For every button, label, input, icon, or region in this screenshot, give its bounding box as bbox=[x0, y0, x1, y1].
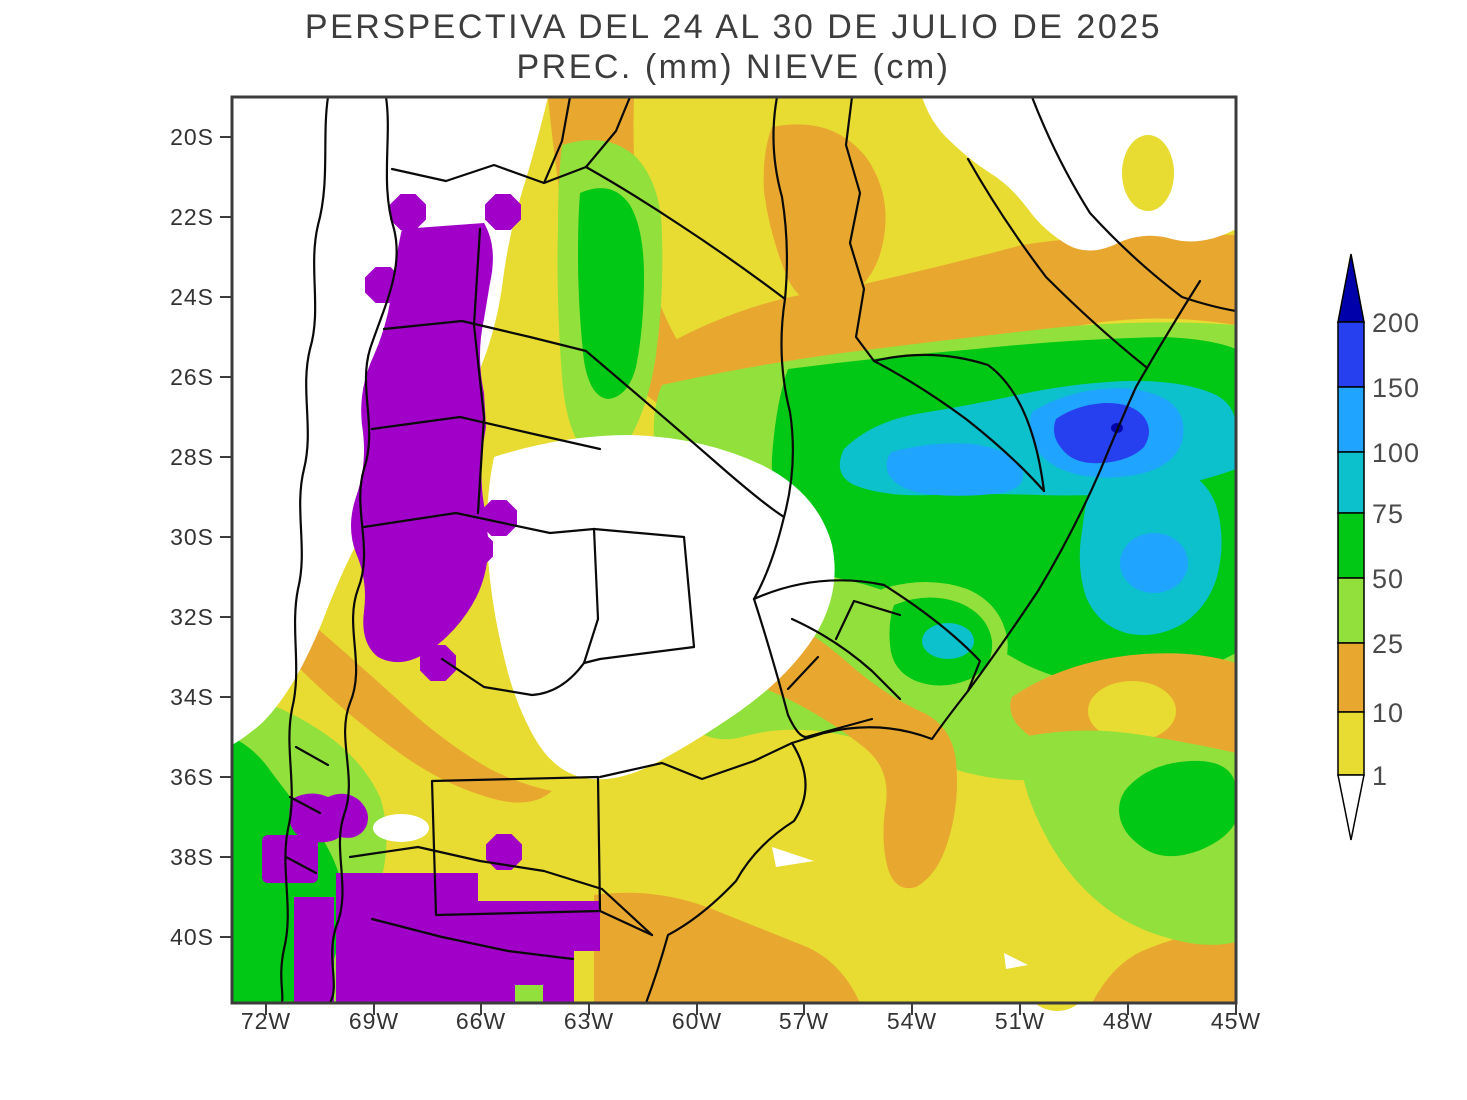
legend-band-75-100 bbox=[1337, 451, 1365, 514]
legend-value-150: 150 bbox=[1372, 373, 1421, 403]
map-frame bbox=[230, 95, 1238, 1005]
yellow-hole-in-white-ne bbox=[1122, 135, 1174, 211]
lat-label-22s: 22S bbox=[170, 204, 214, 230]
lat-label-40s: 40S bbox=[170, 924, 214, 950]
lat-label-36s: 36S bbox=[170, 764, 214, 790]
legend-value-25: 25 bbox=[1372, 629, 1405, 659]
snow-spot-octagon bbox=[420, 645, 456, 681]
level-75-100-cyan-uruguay bbox=[922, 623, 974, 659]
snow-purple-regions bbox=[262, 194, 600, 1003]
pacific-coastline bbox=[280, 95, 330, 1005]
snow-spot-octagon bbox=[481, 500, 517, 536]
legend-band-1-10 bbox=[1337, 711, 1365, 776]
map-title: PERSPECTIVA DEL 24 AL 30 DE JULIO DE 202… bbox=[304, 8, 1163, 46]
lat-label-32s: 32S bbox=[170, 604, 214, 630]
admin-borders bbox=[280, 95, 1238, 1005]
legend-band-100-150 bbox=[1337, 386, 1365, 453]
snow-spot-octagon bbox=[486, 834, 522, 870]
color-scale-legend bbox=[1337, 253, 1365, 841]
lat-label-30s: 30S bbox=[170, 524, 214, 550]
snow-spot-octagon bbox=[365, 267, 401, 303]
legend-band-10-25 bbox=[1337, 642, 1365, 713]
legend-value-100: 100 bbox=[1372, 438, 1421, 468]
level-150-200-blue-core bbox=[1054, 402, 1149, 464]
legend-band-150-200 bbox=[1337, 321, 1365, 388]
yellow-holes-in-orange bbox=[1017, 681, 1176, 1011]
legend-value-1: 1 bbox=[1372, 761, 1389, 791]
snow-spot-octagon bbox=[457, 531, 493, 567]
lat-label-28s: 28S bbox=[170, 444, 214, 470]
legend-band-50-75 bbox=[1337, 512, 1365, 579]
snow-spot-octagon bbox=[390, 194, 426, 230]
lat-label-38s: 38S bbox=[170, 844, 214, 870]
precipitation-map bbox=[220, 95, 1238, 1015]
chile-argentina-border bbox=[328, 95, 398, 1005]
axis-ticks bbox=[220, 136, 1237, 1015]
lat-label-20s: 20S bbox=[170, 124, 214, 150]
legend-value-75: 75 bbox=[1372, 499, 1405, 529]
lat-label-24s: 24S bbox=[170, 284, 214, 310]
legend-band-below-1 bbox=[1337, 774, 1365, 841]
legend-band-above-200 bbox=[1337, 253, 1365, 323]
light-green-notch-south bbox=[515, 985, 543, 1003]
lat-label-26s: 26S bbox=[170, 364, 214, 390]
legend-value-10: 10 bbox=[1372, 698, 1405, 728]
snow-spot-octagon bbox=[485, 194, 521, 230]
atlantic-coastline bbox=[644, 279, 1202, 1005]
legend-band-25-50 bbox=[1337, 577, 1365, 644]
legend-value-50: 50 bbox=[1372, 564, 1405, 594]
lat-label-34s: 34S bbox=[170, 684, 214, 710]
legend-value-200: 200 bbox=[1372, 308, 1421, 338]
map-subtitle: PREC. (mm) NIEVE (cm) bbox=[516, 48, 951, 86]
